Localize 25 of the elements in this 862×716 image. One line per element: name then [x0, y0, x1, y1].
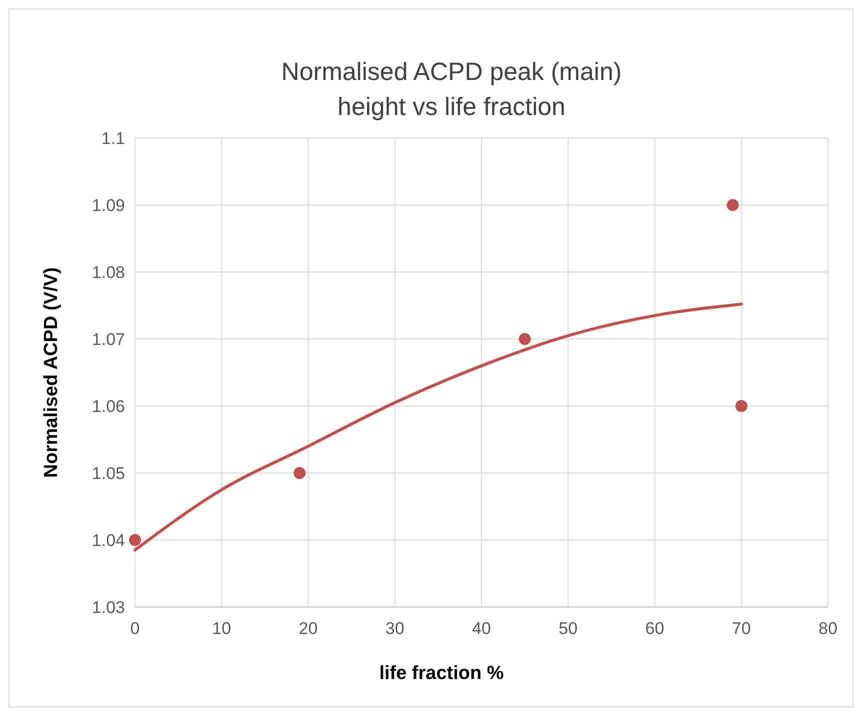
- point: [735, 400, 748, 412]
- x-tick-label: 70: [732, 619, 751, 638]
- y-tick-label: 1.08: [92, 263, 125, 282]
- x-axis-title: life fraction %: [379, 663, 504, 684]
- x-tick-label: 40: [472, 619, 491, 638]
- x-tick-label: 0: [130, 619, 140, 638]
- y-tick-label: 1.05: [92, 464, 125, 483]
- x-tick-label: 60: [645, 619, 664, 638]
- y-tick-label: 1.06: [92, 397, 125, 416]
- x-tick-label: 10: [212, 619, 232, 638]
- y-tick-label: 1.07: [92, 330, 125, 349]
- y-tick-label: 1.04: [92, 531, 125, 550]
- point: [129, 534, 141, 546]
- y-tick-label: 1.09: [92, 196, 125, 215]
- x-tick-label: 20: [298, 619, 318, 638]
- x-tick-label: 30: [385, 619, 404, 638]
- point: [518, 333, 531, 345]
- x-tick-label: 50: [558, 619, 578, 638]
- y-tick-label: 1.1: [101, 129, 125, 148]
- x-tick-label: 80: [818, 619, 838, 638]
- chart-title: Normalised ACPD peak (main) height vs life fraction: [281, 58, 622, 121]
- y-axis-title: Normalised ACPD (V/V): [41, 267, 62, 478]
- point: [726, 199, 739, 211]
- y-tick-label: 1.03: [92, 598, 125, 617]
- point: [294, 467, 306, 479]
